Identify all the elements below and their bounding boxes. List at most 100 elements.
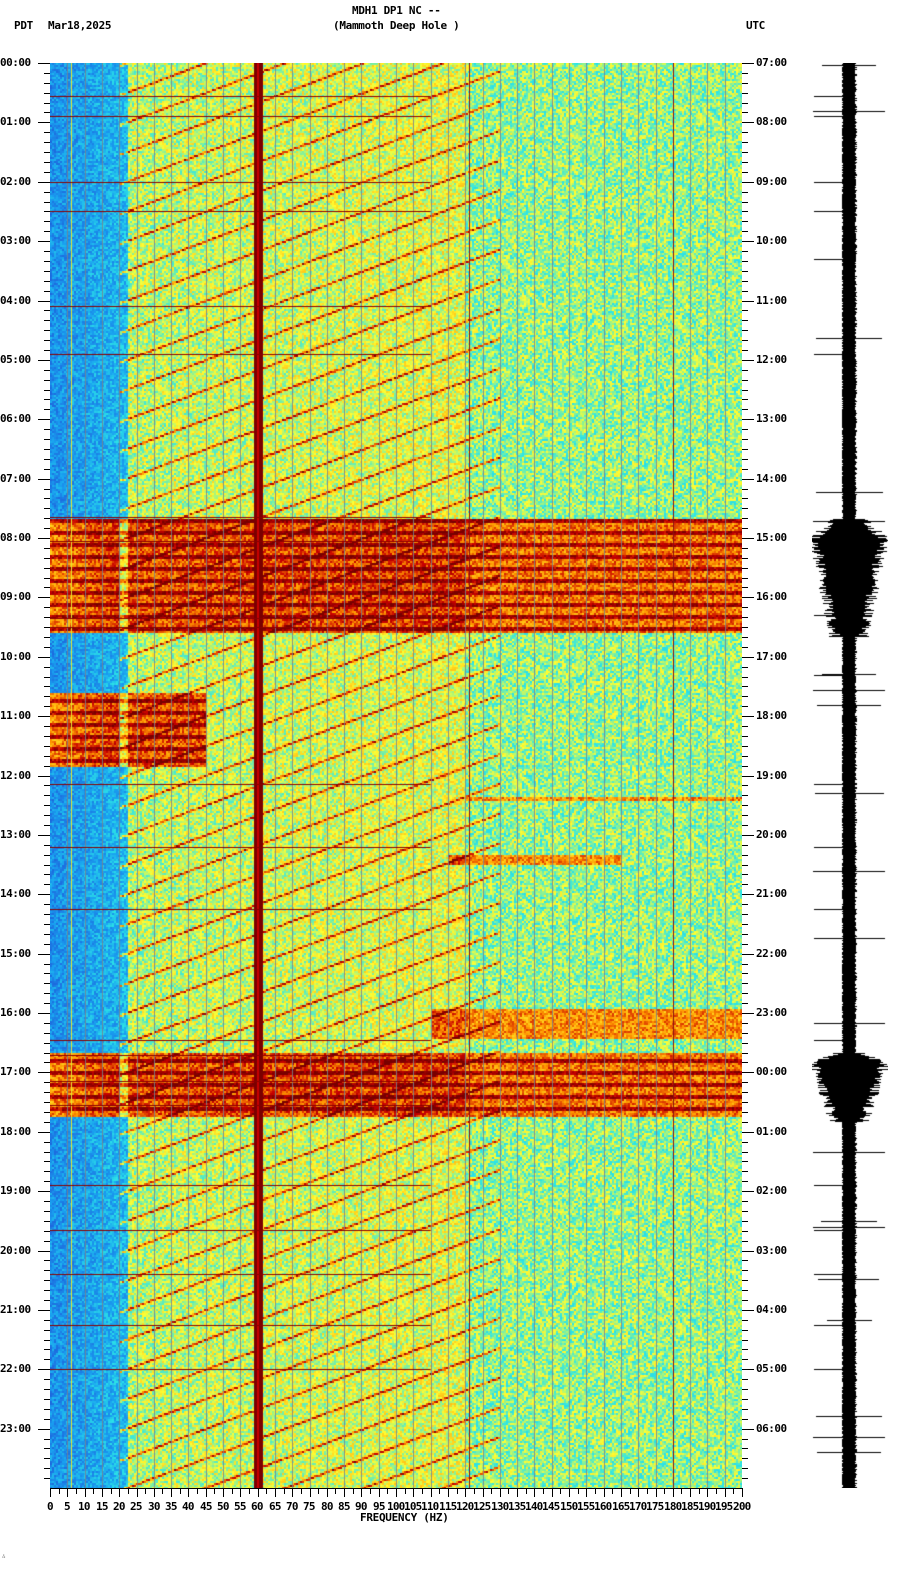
right-tick <box>742 63 754 64</box>
right-tick <box>742 1330 748 1331</box>
left-tick <box>38 1072 50 1073</box>
right-tick <box>742 1102 748 1103</box>
right-tick <box>742 1082 748 1083</box>
left-tick <box>44 627 50 628</box>
frequency-label: 45 <box>200 1500 212 1513</box>
left-tick <box>44 578 50 579</box>
left-tick <box>38 479 50 480</box>
x-tick <box>612 1488 613 1494</box>
right-tick <box>742 825 748 826</box>
left-time-label: 21:00 <box>0 1303 31 1316</box>
right-tick <box>742 1270 748 1271</box>
left-time-label: 17:00 <box>0 1065 31 1078</box>
right-tick <box>742 795 748 796</box>
left-tick <box>44 73 50 74</box>
right-tick <box>742 1072 754 1073</box>
x-tick <box>76 1488 77 1494</box>
left-tick <box>44 439 50 440</box>
site-name: (Mammoth Deep Hole ) <box>333 19 460 32</box>
right-tick <box>742 716 754 717</box>
x-tick <box>171 1488 172 1497</box>
x-tick <box>483 1488 484 1497</box>
left-tick <box>44 696 50 697</box>
right-tick <box>742 1300 748 1301</box>
frequency-label: 115 <box>439 1500 457 1513</box>
right-tick <box>742 894 754 895</box>
x-tick <box>258 1488 259 1497</box>
frequency-label: 80 <box>321 1500 333 1513</box>
right-tick <box>742 706 748 707</box>
left-time-label: 08:00 <box>0 531 31 544</box>
right-tick <box>742 202 748 203</box>
left-tick <box>38 597 50 598</box>
left-tick <box>38 835 50 836</box>
left-tick <box>44 1349 50 1350</box>
right-tick <box>742 1241 748 1242</box>
left-tick <box>44 469 50 470</box>
left-tick <box>44 865 50 866</box>
left-time-label: 13:00 <box>0 828 31 841</box>
x-tick <box>223 1488 224 1497</box>
frequency-label: 125 <box>473 1500 491 1513</box>
left-tick <box>44 607 50 608</box>
right-tick <box>742 112 748 113</box>
right-tick <box>742 776 754 777</box>
frequency-label: 165 <box>612 1500 630 1513</box>
right-time-label: 12:00 <box>756 353 787 366</box>
left-tick <box>44 983 50 984</box>
frequency-label: 35 <box>165 1500 177 1513</box>
right-tick <box>742 568 748 569</box>
right-tick <box>742 340 748 341</box>
left-tick <box>44 1359 50 1360</box>
left-tick <box>38 360 50 361</box>
x-tick <box>361 1488 362 1497</box>
x-tick <box>725 1488 726 1497</box>
left-tick <box>44 518 50 519</box>
right-tick <box>742 380 748 381</box>
right-tick <box>742 291 748 292</box>
right-tick <box>742 83 748 84</box>
right-tick <box>742 1349 748 1350</box>
left-tick <box>44 845 50 846</box>
x-tick <box>465 1488 466 1497</box>
left-tick <box>44 647 50 648</box>
left-tick <box>44 1033 50 1034</box>
right-tick <box>742 835 754 836</box>
x-tick <box>59 1488 60 1494</box>
left-tick <box>38 63 50 64</box>
right-tick <box>742 1458 748 1459</box>
left-tick <box>44 399 50 400</box>
left-tick <box>44 736 50 737</box>
x-tick <box>439 1488 440 1494</box>
x-tick <box>664 1488 665 1494</box>
right-time-label: 19:00 <box>756 769 787 782</box>
left-tick <box>38 1310 50 1311</box>
x-tick <box>569 1488 570 1497</box>
left-tick <box>44 281 50 282</box>
x-tick <box>249 1488 250 1494</box>
right-tick <box>742 152 748 153</box>
left-tick <box>44 1152 50 1153</box>
left-tick <box>44 192 50 193</box>
left-tick <box>44 904 50 905</box>
right-tick <box>742 122 754 123</box>
left-tick <box>44 914 50 915</box>
right-tick <box>742 904 748 905</box>
frequency-label: 140 <box>525 1500 543 1513</box>
left-tick <box>44 320 50 321</box>
left-tick <box>38 538 50 539</box>
left-time-label: 22:00 <box>0 1362 31 1375</box>
right-tick <box>742 1419 748 1420</box>
left-tick <box>44 1419 50 1420</box>
frequency-label: 5 <box>64 1500 71 1513</box>
right-tick <box>742 1161 748 1162</box>
right-tick <box>742 766 748 767</box>
station-title: MDH1 DP1 NC -- <box>352 4 441 17</box>
right-tick <box>742 944 748 945</box>
left-tick <box>44 409 50 410</box>
frequency-label: 135 <box>508 1500 526 1513</box>
left-tick <box>44 1399 50 1400</box>
x-tick <box>344 1488 345 1497</box>
right-tick <box>742 241 754 242</box>
right-tick <box>742 370 748 371</box>
